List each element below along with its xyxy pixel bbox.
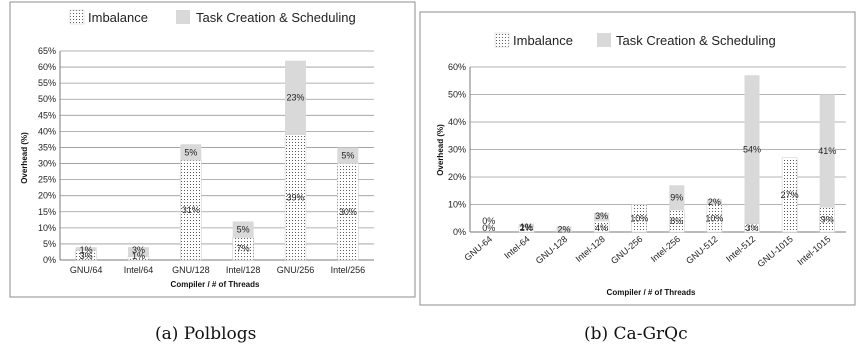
bar-task-creation [744,75,760,224]
data-label-task: 2% [708,197,721,207]
y-tick-label: 55% [38,78,56,88]
legend-task-label: Task Creation & Scheduling [196,10,356,25]
legend-imbalance-swatch [69,9,85,25]
data-label-imbalance: 2% [520,223,533,233]
bar-task-creation [285,60,306,135]
chart-b-caption: (b) Ca-GrQc [584,324,688,344]
y-tick-label: 10% [38,223,56,233]
x-tick-label: Intel/256 [331,265,366,275]
bar-task-creation [232,221,254,238]
data-label-imbalance: 4% [595,223,608,233]
data-label-task: 2% [557,225,570,235]
y-tick-label: 20% [448,172,466,182]
legend-imbalance-label: Imbalance [513,33,573,48]
data-label-imbalance: 3% [80,251,93,261]
x-tick-label: Intel/64 [124,265,154,275]
data-label-task: 9% [670,193,683,203]
chart-a-ylabel: Overhead (%) [20,132,29,184]
data-label-imbalance: 30% [339,207,357,217]
data-label-imbalance: 7% [237,244,250,254]
data-label-imbalance: 27% [781,190,799,200]
data-label-imbalance: 10% [630,213,648,223]
chart-b-xlabel: Compiler / # of Threads [607,288,696,297]
data-label-imbalance: 31% [182,205,200,215]
y-tick-label: 0% [43,255,56,265]
panel-a: Imbalance Task Creation & Scheduling 0% 5… [9,1,416,344]
data-label-task: 1% [520,222,533,232]
data-label-task: 5% [184,147,197,157]
legend-task-label: Task Creation & Scheduling [616,33,776,48]
legend-task-swatch [597,33,611,47]
y-tick-label: 30% [38,159,56,169]
data-label-imbalance: 3% [745,223,758,233]
data-label-task: 1% [80,245,93,255]
bar-task-creation [75,247,97,251]
data-label-task: 5% [341,151,354,161]
x-tick-label: GNU/64 [70,265,103,275]
data-label-imbalance: 8% [670,216,683,226]
data-label-imbalance: 1% [132,251,145,261]
legend-task-swatch [176,10,190,24]
y-tick-label: 5% [43,239,56,249]
chart-a-plot: 0% 5% 10% 15% 20% 25% 30% 35% 40% 45% 50% 55% 60% 65%… [38,46,374,275]
y-tick-label: 50% [38,94,56,104]
bar-task-creation [706,199,722,205]
data-label-task: 54% [743,145,761,155]
x-tick-label: GNU/128 [172,265,210,275]
y-tick-label: 60% [448,62,466,72]
chart-b-ylabel: Overhead (%) [436,124,445,176]
y-tick-label: 65% [38,46,56,56]
bar-task-creation [556,226,572,232]
data-label-imbalance: 39% [286,192,304,202]
bar-task-creation [594,212,610,221]
legend-imbalance-label: Imbalance [88,10,148,25]
bar-imbalance [781,157,798,233]
y-tick-label: 30% [448,145,466,155]
bar-imbalance [631,204,647,233]
data-label-task: 3% [132,245,145,255]
bar-imbalance [75,250,97,261]
bar-task-creation [180,144,202,161]
y-tick-label: 50% [448,90,466,100]
bar-task-creation [337,147,359,164]
x-tick-label: Intel/128 [226,265,261,275]
y-tick-label: 45% [38,110,56,120]
data-label-task: 3% [595,211,608,221]
chart-a-caption: (a) Polblogs [155,324,256,344]
panel-b-legend: Imbalance Task Creation & Scheduling [494,32,776,48]
data-label-task: 41% [818,146,836,156]
panel-b: Imbalance Task Creation & Scheduling 0% 1… [419,11,856,344]
data-label-imbalance: 0% [482,223,495,233]
data-label-task: 5% [237,224,250,234]
y-tick-label: 40% [448,117,466,127]
bar-task-creation [819,94,835,208]
panel-a-legend: Imbalance Task Creation & Scheduling [69,9,356,25]
y-tick-label: 60% [38,62,56,72]
y-tick-label: 35% [38,142,56,152]
bar-task-creation [128,247,149,257]
y-tick-label: 20% [38,191,56,201]
bar-task-creation [669,185,685,210]
bar-task-creation [518,223,534,227]
legend-imbalance-swatch [494,32,510,48]
data-label-imbalance: 9% [821,215,834,225]
x-tick-label: GNU/256 [277,265,315,275]
y-tick-label: 15% [38,207,56,217]
y-tick-label: 25% [38,175,56,185]
y-tick-label: 10% [448,200,466,210]
data-label-task: 23% [286,93,304,103]
data-label-task: 0% [482,216,495,226]
bar-imbalance [337,163,359,261]
y-tick-label: 0% [453,227,466,237]
y-tick-label: 40% [38,126,56,136]
chart-a-xlabel: Compiler / # of Threads [171,280,260,289]
data-label-imbalance: 10% [705,213,723,223]
